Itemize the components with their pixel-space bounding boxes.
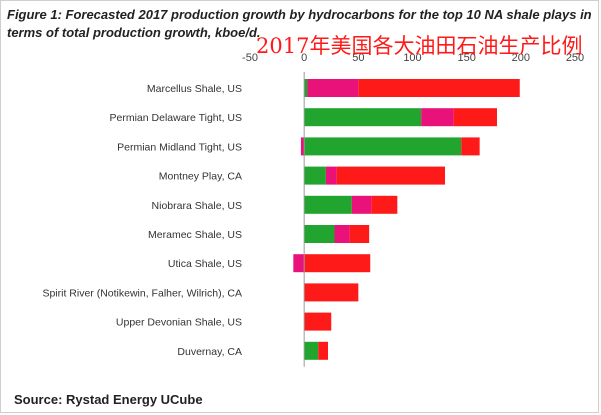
category-label: Utica Shale, US: [168, 258, 242, 270]
category-label: Permian Midland Tight, US: [117, 141, 242, 153]
bar-segment-3: [358, 79, 520, 97]
bar-segment-3: [349, 225, 370, 243]
category-label: Marcellus Shale, US: [147, 83, 242, 95]
bar-segment-2: [325, 166, 337, 185]
bars: [293, 79, 520, 360]
bar-segment-1: [304, 341, 319, 360]
chart-title: Figure 1: Forecasted 2017 production gro…: [7, 7, 592, 40]
x-tick-label: 50: [352, 52, 364, 64]
bar-segment-2: [307, 79, 359, 97]
x-tick-label: 200: [512, 52, 530, 64]
x-tick-label: 250: [566, 52, 584, 64]
bar-segment-2: [334, 225, 350, 243]
source-note: Source: Rystad Energy UCube: [14, 392, 203, 407]
bar-segment-1: [304, 195, 352, 214]
x-tick-label: 0: [301, 52, 307, 64]
category-label: Meramec Shale, US: [148, 229, 242, 241]
bar-segment-3: [461, 137, 480, 156]
bar-segment-1: [304, 166, 326, 185]
bar-segment-3: [318, 341, 328, 360]
bar-segment-3: [304, 254, 371, 273]
category-labels: Marcellus Shale, US Permian Delaware Tigh…: [42, 83, 242, 358]
category-label: Niobrara Shale, US: [152, 200, 242, 212]
bar-segment-2: [351, 195, 372, 214]
category-label: Duvernay, CA: [177, 346, 242, 358]
bar-segment-3: [371, 195, 398, 214]
x-tick-label: -50: [242, 52, 258, 64]
x-axis-ticks: -50 0 50 100 150 200 250: [242, 52, 584, 64]
category-label: Permian Delaware Tight, US: [110, 112, 242, 124]
category-label: Spirit River (Notikewin, Falher, Wilrich…: [42, 287, 242, 299]
bar-segment-1: [304, 108, 422, 127]
chinese-caption-overlay: 2017年美国各大油田石油生产比例: [256, 34, 583, 58]
bar-segment-3: [453, 108, 497, 127]
x-tick-label: 100: [403, 52, 421, 64]
bar-segment-1: [304, 137, 462, 156]
x-tick-label: 150: [457, 52, 475, 64]
bar-segment-2: [421, 108, 454, 127]
bar-segment-3: [304, 283, 359, 302]
category-label: Upper Devonian Shale, US: [116, 317, 242, 329]
bar-segment-3: [304, 312, 332, 331]
category-label: Montney Play, CA: [159, 171, 242, 183]
bar-segment-2: [293, 254, 305, 273]
bar-segment-2: [300, 137, 305, 156]
bar-segment-3: [336, 166, 445, 185]
bar-segment-1: [304, 79, 308, 97]
bar-segment-1: [304, 225, 335, 243]
